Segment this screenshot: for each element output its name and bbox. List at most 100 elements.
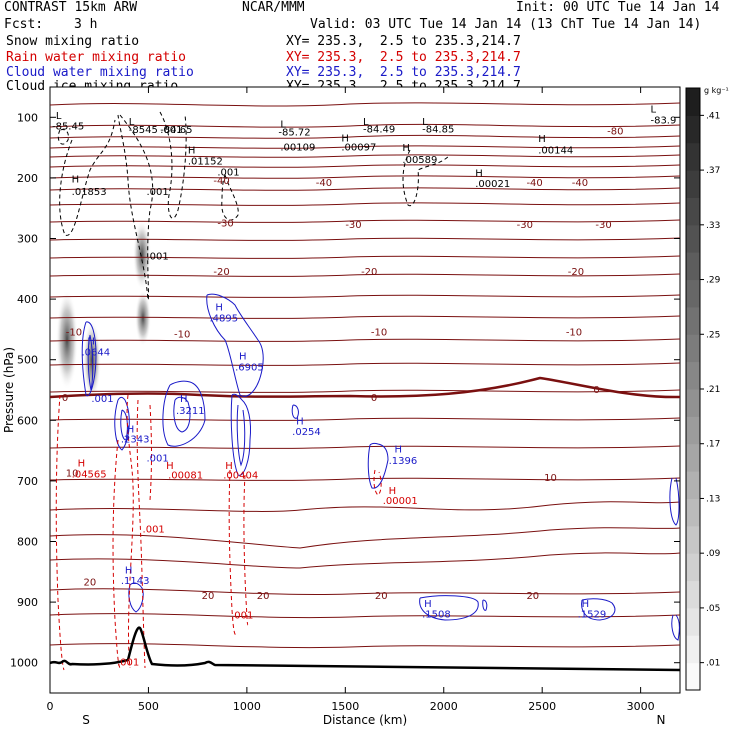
terrain-line: [50, 626, 680, 672]
snow-ice-label: L: [363, 117, 369, 128]
cloud-water-label: H: [296, 417, 304, 428]
snow-ice-label: .00021: [475, 179, 510, 190]
snow-ice-label: .001: [217, 167, 239, 178]
snow-ice-label: H: [72, 175, 80, 186]
colorbar-swatch: [686, 553, 700, 582]
colorbar-swatch: [686, 525, 700, 554]
temperature-label: -40: [213, 176, 229, 187]
colorbar-swatch: [686, 279, 700, 308]
colorbar-swatch: [686, 443, 700, 472]
snow-ice-label: L: [422, 117, 428, 128]
temperature-label: -40: [572, 178, 588, 189]
x-tick-label: 2500: [528, 700, 556, 713]
rain-label: .00404: [223, 470, 258, 481]
rain-label: .001: [143, 524, 165, 535]
colorbar-swatch: [686, 361, 700, 390]
colorbar-swatch: [686, 607, 700, 636]
cloud-water-label: H: [395, 444, 403, 455]
snow-ice-label: .00109: [280, 143, 315, 154]
snow-ice-label: -85.45: [52, 121, 84, 132]
rain-label: H: [78, 458, 86, 469]
colorbar-unit: g kg⁻¹: [704, 86, 729, 95]
cloud-ice-contours: [57, 111, 451, 301]
y-tick-label: 400: [17, 293, 38, 306]
init-time: Init: 00 UTC Tue 14 Jan 14: [516, 0, 720, 15]
colorbar-tick-label: .13: [706, 494, 720, 504]
rain-water-contours: [55, 394, 382, 671]
colorbar-tick-label: .37: [706, 166, 720, 176]
temperature-label: -80: [607, 126, 623, 137]
x-tick-label: 0: [47, 700, 54, 713]
cloud-water-label: .001: [91, 394, 113, 405]
temperature-label: -10: [371, 327, 387, 338]
cloud-water-contours: [81, 293, 680, 641]
snow-ice-label: .001: [146, 252, 168, 263]
snow-ice-label: .01853: [72, 187, 107, 198]
x-tick-label: 3000: [627, 700, 655, 713]
colorbar: .01 .05 .09 .13 .17 .21 .25 .29 .33 .37 .41: [685, 87, 721, 691]
cloud-water-label: H: [127, 424, 135, 435]
rain-label: H: [225, 461, 233, 472]
colorbar-swatch: [686, 498, 700, 527]
colorbar-swatch: [686, 224, 700, 253]
x-tick-label: 1000: [233, 700, 261, 713]
temperature-label: 10: [544, 473, 557, 484]
snow-shading: [133, 220, 151, 290]
temperature-label: -10: [566, 327, 582, 338]
snow-ice-label: -84.49: [363, 124, 395, 135]
rain-label: H: [166, 461, 174, 472]
x-tick-label: 2000: [430, 700, 458, 713]
temperature-label: -40: [526, 178, 542, 189]
rain-label: .04565: [72, 469, 107, 480]
temperature-label: -20: [568, 267, 584, 278]
colorbar-swatch: [686, 115, 700, 144]
x-tick-label: 1500: [331, 700, 359, 713]
colorbar-swatch: [686, 389, 700, 417]
temperature-label: 0: [593, 385, 599, 396]
temperature-label: -30: [595, 220, 611, 231]
snow-ice-label: -8545: [129, 125, 158, 136]
x-axis: 0 500 1000 1500 2000 2500 3000: [47, 87, 655, 713]
colorbar-swatch: [686, 306, 700, 335]
snow-ice-label: -84.85: [422, 124, 454, 135]
temperature-label: -30: [345, 220, 361, 231]
snow-ice-label: -85.72: [278, 127, 310, 138]
temperature-contours: [50, 102, 680, 649]
temperature-label: 20: [202, 591, 215, 602]
cloud-water-label: .1508: [422, 609, 451, 620]
temperature-label: -30: [517, 220, 533, 231]
colorbar-swatch: [686, 580, 700, 609]
colorbar-tick-label: .01: [706, 659, 720, 669]
center-label: NCAR/MMM: [242, 0, 305, 15]
snow-ice-label: .001: [160, 125, 182, 136]
field-rain-name: Rain water mixing ratio: [6, 50, 187, 65]
temperature-label: -30: [217, 218, 233, 229]
snow-ice-label: H: [475, 169, 483, 180]
snow-ice-label: L: [280, 120, 286, 131]
cloud-water-label: H: [424, 599, 432, 610]
field-snow-name: Snow mixing ratio: [6, 34, 140, 49]
colorbar-tick-label: .09: [706, 549, 721, 559]
colorbar-swatch: [686, 197, 700, 226]
cloud-water-label: .1396: [389, 456, 418, 467]
snow-ice-label: L: [56, 111, 62, 122]
temperature-label: -10: [66, 327, 82, 338]
field-rain-xy: XY= 235.3, 2.5 to 235.3,214.7: [286, 50, 521, 65]
fcst-label: Fcst:: [4, 17, 44, 32]
y-tick-label: 900: [17, 596, 38, 609]
colorbar-swatch: [686, 416, 700, 445]
colorbar-swatch: [686, 471, 700, 499]
snow-ice-label: .00097: [341, 143, 376, 154]
colorbar-tick-label: .25: [706, 330, 720, 340]
snow-ice-label: L: [129, 117, 135, 128]
temperature-label: 20: [83, 578, 96, 589]
zero-degree-isotherm: [50, 376, 680, 399]
y-tick-label: 100: [17, 111, 38, 124]
snow-ice-label: H: [538, 134, 546, 145]
y-tick-label: 600: [17, 414, 38, 427]
cloud-water-label: .4895: [209, 314, 238, 325]
